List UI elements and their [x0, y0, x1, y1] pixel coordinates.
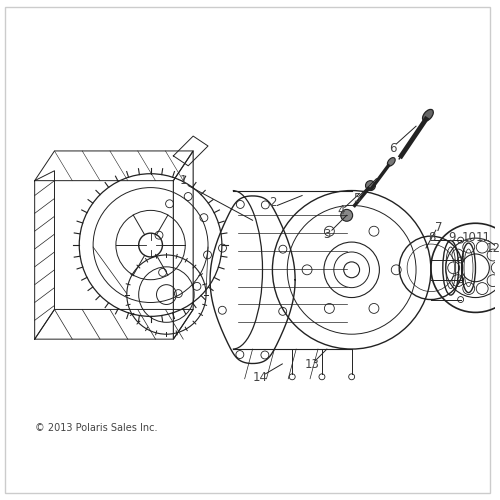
Circle shape [341, 210, 352, 222]
Text: 14: 14 [253, 372, 268, 384]
Ellipse shape [422, 110, 434, 121]
Text: 4: 4 [337, 204, 344, 217]
Text: 10: 10 [462, 230, 477, 243]
Text: 2: 2 [268, 196, 276, 209]
Text: 13: 13 [304, 358, 320, 372]
Text: 9: 9 [448, 230, 456, 243]
Text: 7: 7 [435, 220, 442, 234]
Text: 1: 1 [180, 174, 187, 187]
Text: 11: 11 [476, 230, 491, 243]
Text: 12: 12 [486, 242, 500, 254]
Text: 8: 8 [428, 230, 436, 243]
Text: 6: 6 [390, 142, 397, 156]
Circle shape [366, 180, 376, 190]
Ellipse shape [388, 158, 395, 166]
Text: © 2013 Polaris Sales Inc.: © 2013 Polaris Sales Inc. [34, 424, 157, 434]
Text: 3: 3 [323, 228, 330, 240]
Text: 5: 5 [353, 192, 360, 205]
